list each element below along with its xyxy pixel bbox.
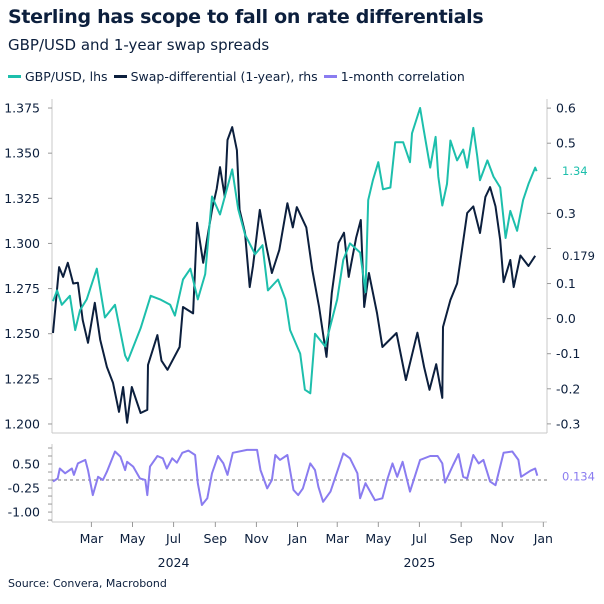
x-tick-label: Nov: [244, 531, 269, 546]
left-tick-label: 1.275: [4, 281, 40, 296]
right-tick-label: 0.6: [556, 101, 576, 116]
right-tick-label: 0.0: [556, 311, 576, 326]
chart-title: Sterling has scope to fall on rate diffe…: [8, 6, 484, 28]
legend-swatch-swap: [113, 75, 127, 78]
right-tick-label: 0.3: [556, 206, 576, 221]
swap-differential-line: [52, 126, 537, 424]
legend-item-correlation: 1-month correlation: [323, 69, 465, 84]
right-tick-label: 0.5: [556, 136, 576, 151]
legend-item-gbpusd: GBP/USD, lhs: [8, 69, 108, 84]
left-tick-label: 1.300: [4, 236, 40, 251]
x-tick-label: Jul: [411, 531, 427, 546]
right-tick-label: -0.3: [556, 416, 580, 431]
gbpusd-last-value-label: 1.34: [562, 164, 588, 178]
x-tick-label: Sep: [204, 531, 228, 546]
source-note: Source: Convera, Macrobond: [8, 577, 167, 590]
gbpusd-line: [52, 107, 538, 395]
year-label: 2024: [158, 555, 190, 570]
x-tick-label: May: [120, 531, 146, 546]
x-tick-label: Jan: [287, 531, 307, 546]
left-tick-label: 1.200: [4, 416, 40, 431]
left-tick-label: 1.375: [4, 101, 40, 116]
legend-swatch-correlation: [323, 75, 337, 78]
legend-swatch-gbpusd: [8, 75, 21, 78]
x-tick-label: Nov: [490, 531, 515, 546]
x-tick-label: Mar: [80, 531, 104, 546]
correlation-line: [52, 448, 539, 506]
x-tick-label: Sep: [449, 531, 473, 546]
lower-tick-label: -1.00: [8, 505, 40, 520]
right-tick-label: -0.2: [556, 381, 580, 396]
swap-last-value-label: 0.179: [562, 249, 595, 263]
year-label: 2025: [403, 555, 435, 570]
x-tick-label: Jan: [533, 531, 553, 546]
legend-label-swap: Swap-differential (1-year), rhs: [130, 69, 318, 84]
lower-tick-label: -0.25: [8, 481, 40, 496]
correlation-last-value-label: 0.134: [562, 470, 595, 484]
legend: GBP/USD, lhs Swap-differential (1-year),…: [8, 69, 465, 84]
right-tick-label: -0.1: [556, 346, 580, 361]
legend-label-correlation: 1-month correlation: [340, 69, 465, 84]
lower-tick-label: 0.50: [12, 457, 40, 472]
x-tick-label: Jul: [165, 531, 181, 546]
left-tick-label: 1.250: [4, 326, 40, 341]
right-tick-label: 0.1: [556, 276, 576, 291]
x-tick-label: Mar: [325, 531, 349, 546]
left-tick-label: 1.350: [4, 146, 40, 161]
legend-item-swap: Swap-differential (1-year), rhs: [113, 69, 318, 84]
left-tick-label: 1.325: [4, 191, 40, 206]
chart-subtitle: GBP/USD and 1-year swap spreads: [8, 36, 270, 54]
legend-label-gbpusd: GBP/USD, lhs: [25, 69, 108, 84]
left-tick-label: 1.225: [4, 371, 40, 386]
x-tick-label: May: [365, 531, 391, 546]
